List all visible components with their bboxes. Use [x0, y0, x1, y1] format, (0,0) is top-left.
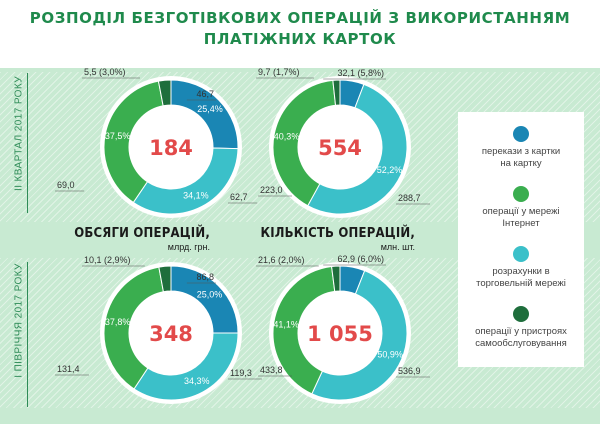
legend-item-internet: операції у мережі Інтернет [458, 186, 584, 230]
donut-chart: 25,0% 86,8 34,3% 119,3 37,8% 131,4 10,1 (2,9%)… [55, 255, 262, 404]
donut-slice-internet [272, 265, 336, 395]
slice-value-label: 62,9 (6,0%) [337, 254, 384, 264]
legend-item-transfers: перекази з картки на картку [458, 126, 584, 170]
slice-percent-label: 37,8% [105, 317, 131, 327]
slice-percent-label: 34,1% [183, 190, 209, 200]
legend-item-selfservice: операції у пристроях самообслуговування [458, 306, 584, 350]
slice-percent-label: 40,3% [274, 131, 300, 141]
slice-value-label: 288,7 [398, 193, 421, 203]
row-rule-quarter [27, 73, 28, 213]
slice-percent-label: 52,2% [377, 165, 403, 175]
donut-slice-internet [103, 266, 164, 390]
donut-chart: 62,9 (6,0%) 50,9% 536,9 41,1% 433,8 21,6 (2,0… [256, 254, 430, 404]
slice-percent-label: 34,3% [184, 376, 210, 386]
title-line-2: ПЛАТІЖНИХ КАРТОК [203, 30, 397, 48]
donut-chart: 25,4% 46,7 34,1% 62,7 37,5% 69,0 5,5 (3,0%) 184 [55, 67, 258, 218]
slice-value-label: 10,1 (2,9%) [84, 255, 131, 265]
legend-label-selfservice-1: операції у пристроях [475, 326, 567, 337]
donut-slice-internet [272, 79, 337, 207]
donut-total-label: 184 [149, 136, 193, 160]
slice-value-label: 32,1 (5,8%) [337, 68, 384, 78]
legend-label-internet-1: операції у мережі [482, 206, 560, 217]
legend-label-selfservice-2: самообслуговування [475, 338, 567, 349]
donut-total-label: 554 [318, 136, 362, 160]
donut-slice-internet [103, 80, 164, 204]
slice-percent-label: 41,1% [273, 320, 299, 330]
page-title: РОЗПОДІЛ БЕЗГОТІВКОВИХ ОПЕРАЦІЙ З ВИКОРИ… [0, 8, 600, 50]
legend-label-retail-1: розрахунки в [492, 266, 550, 277]
donut-slice-retail [132, 147, 239, 215]
legend-swatch-selfservice [513, 306, 529, 322]
donut-total-label: 1 055 [307, 322, 373, 346]
donut-slice-selfservice [158, 265, 172, 293]
column-title-volume: ОБСЯГИ ОПЕРАЦІЙ, [74, 226, 210, 241]
slice-value-label: 69,0 [57, 180, 75, 190]
slice-percent-label: 50,9% [377, 349, 403, 359]
slice-value-label: 62,7 [230, 192, 248, 202]
slice-value-label: 536,9 [398, 366, 421, 376]
slice-percent-label: 25,4% [197, 104, 223, 114]
slice-value-label: 131,4 [57, 364, 80, 374]
slice-value-label: 433,8 [260, 365, 283, 375]
slice-value-label: 86,8 [196, 272, 214, 282]
donut-chart: 32,1 (5,8%) 52,2% 288,7 40,3% 223,0 9,7 (1,7%… [256, 67, 430, 218]
slice-value-label: 5,5 (3,0%) [84, 67, 126, 77]
legend-swatch-retail [513, 246, 529, 262]
donut-slice-retail [133, 332, 239, 401]
slice-percent-label: 37,5% [105, 131, 131, 141]
donut-slice-selfservice [331, 265, 341, 292]
slice-value-label: 21,6 (2,0%) [258, 255, 305, 265]
slice-value-label: 46,7 [196, 89, 214, 99]
legend-label-transfers-1: перекази з картки [481, 146, 561, 157]
column-unit-count: млн. шт. [380, 242, 415, 252]
donut-slice-retail [307, 83, 408, 215]
legend-swatch-transfers [513, 126, 529, 142]
column-label-volume: ОБСЯГИ ОПЕРАЦІЙ, млрд. грн. [70, 226, 210, 252]
legend-item-retail: розрахунки в торговельній мережі [458, 246, 584, 290]
slice-value-label: 223,0 [260, 185, 283, 195]
legend-swatch-internet [513, 186, 529, 202]
donut-slice-selfservice [332, 79, 341, 106]
donut-total-label: 348 [149, 322, 193, 346]
row-rule-half-year [27, 262, 28, 407]
column-title-count: КІЛЬКІСТЬ ОПЕРАЦІЙ, [260, 226, 415, 241]
legend-label-retail-2: торговельній мережі [476, 278, 566, 289]
legend [458, 112, 584, 367]
title-line-1: РОЗПОДІЛ БЕЗГОТІВКОВИХ ОПЕРАЦІЙ З ВИКОРИ… [29, 9, 571, 27]
column-unit-volume: млрд. грн. [167, 242, 210, 252]
column-label-count: КІЛЬКІСТЬ ОПЕРАЦІЙ, млн. шт. [245, 226, 415, 252]
slice-value-label: 119,3 [230, 368, 252, 378]
donut-slice-retail [311, 270, 408, 401]
donut-slice-selfservice [157, 79, 172, 107]
legend-label-internet-2: Інтернет [502, 218, 540, 229]
slice-value-label: 9,7 (1,7%) [258, 67, 300, 77]
slice-percent-label: 25,0% [197, 289, 223, 299]
legend-label-transfers-2: на картку [500, 158, 542, 169]
